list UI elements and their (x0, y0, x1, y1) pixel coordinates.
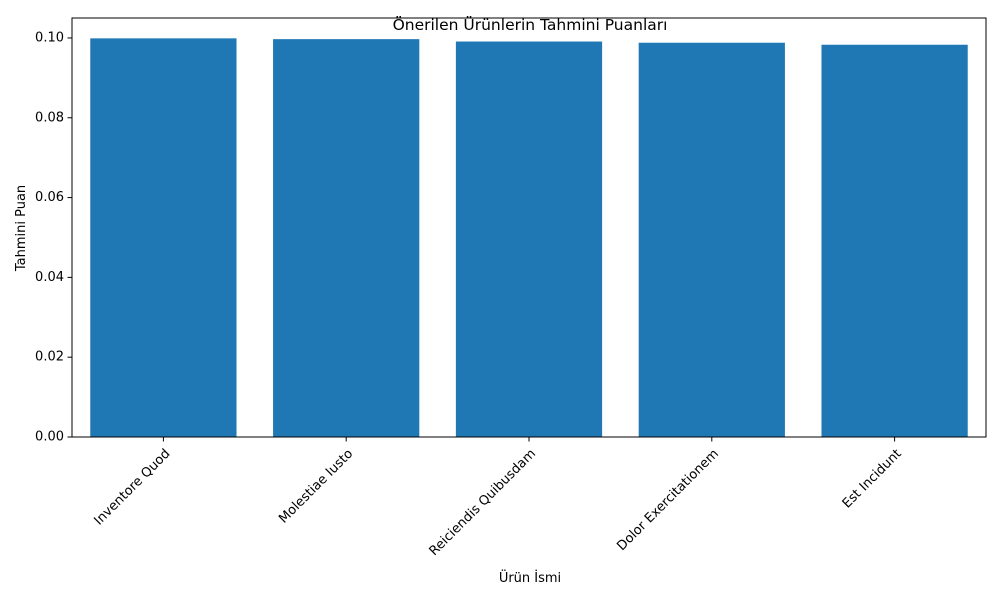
bars-layer (90, 38, 968, 438)
chart-title: Önerilen Ürünlerin Tahmini Puanları (393, 15, 668, 34)
bar-5 (821, 44, 968, 438)
y-tick-label: 0.04 (35, 270, 64, 285)
x-tick-label: Reiciendis Quibusdam (427, 446, 539, 558)
y-tick-label: 0.02 (35, 350, 64, 365)
x-tick-label: Dolor Exercitationem (614, 446, 721, 553)
plot-frame (71, 17, 987, 438)
y-tick-label: 0.06 (35, 190, 64, 205)
bar-2 (273, 39, 420, 438)
y-tick-label: 0.00 (35, 430, 64, 445)
y-tick-label: 0.10 (35, 30, 64, 45)
bar-4 (638, 42, 785, 438)
x-tick-label: Est Incidunt (840, 446, 905, 511)
bar-3 (455, 41, 603, 437)
y-axis-label: Tahmini Puan (14, 185, 29, 272)
x-axis-label: Ürün İsmi (499, 569, 561, 586)
y-axis: 0.00 0.02 0.04 0.06 0.08 0.10 (35, 30, 72, 445)
x-tick-label: Molestiae Iusto (276, 446, 356, 526)
bar-1 (90, 38, 237, 437)
y-tick-label: 0.08 (35, 110, 64, 125)
x-axis: Inventore Quod Molestiae Iusto Reiciendis … (91, 437, 905, 559)
x-tick-label: Inventore Quod (91, 446, 173, 528)
